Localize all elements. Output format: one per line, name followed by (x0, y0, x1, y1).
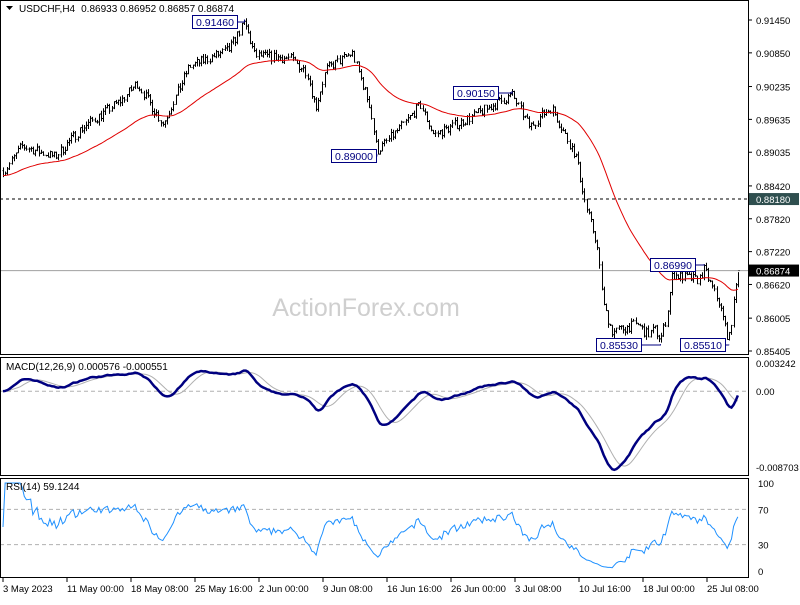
time-tick-label: 26 Jun 00:00 (451, 584, 506, 595)
price-tick-label: 0.91450 (756, 16, 790, 27)
macd-title: MACD(12,26,9) 0.000576 -0.000551 (6, 362, 168, 373)
ohlc-values: 0.86933 0.86952 0.86857 0.86874 (81, 4, 234, 15)
rsi-tick-label: 100 (758, 479, 774, 490)
callout-label: 0.86990 (654, 260, 692, 272)
time-tick-label: 3 May 2023 (3, 584, 53, 595)
rsi-tick-label: 70 (758, 505, 769, 516)
rsi-tick-label: 30 (758, 541, 769, 552)
price-tick-label: 0.87220 (756, 248, 790, 259)
price-tick-label: 0.85405 (756, 347, 790, 358)
callout-label: 0.85530 (600, 340, 638, 352)
price-tick-label: 0.86620 (756, 280, 790, 291)
rsi-tick-label: 0 (758, 567, 763, 578)
level-label: 0.88180 (756, 195, 790, 206)
macd-tick-label: 0.003242 (756, 359, 796, 370)
symbol-label: USDCHF,H4 (19, 4, 76, 15)
time-tick-label: 2 Jun 00:00 (259, 584, 309, 595)
macd-tick-label: -0.008703 (756, 463, 799, 474)
price-tick-label: 0.88420 (756, 182, 790, 193)
macd-tick-label: 0.00 (756, 387, 775, 398)
price-tick-label: 0.87820 (756, 215, 790, 226)
time-tick-label: 16 Jun 16:00 (387, 584, 442, 595)
chart-header: USDCHF,H4 0.86933 0.86952 0.86857 0.86874 (19, 4, 234, 15)
rsi-title: RSI(14) 59.1244 (6, 482, 80, 493)
callout-label: 0.89000 (335, 151, 373, 163)
time-tick-label: 10 Jul 16:00 (579, 584, 631, 595)
time-tick-label: 25 Jul 08:00 (707, 584, 759, 595)
callout-label: 0.90150 (457, 88, 495, 100)
callout-label: 0.85510 (684, 340, 722, 352)
time-tick-label: 18 May 08:00 (131, 584, 189, 595)
time-tick-label: 3 Jul 08:00 (515, 584, 561, 595)
price-tick-label: 0.89635 (756, 115, 790, 126)
time-tick-label: 18 Jul 00:00 (643, 584, 695, 595)
time-tick-label: 25 May 16:00 (195, 584, 253, 595)
price-tick-label: 0.90850 (756, 49, 790, 60)
time-tick-label: 9 Jun 08:00 (323, 584, 373, 595)
callout-label: 0.91460 (196, 17, 234, 29)
time-tick-label: 11 May 00:00 (67, 584, 124, 595)
current-price-label: 0.86874 (756, 267, 790, 278)
watermark: ActionForex.com (272, 294, 460, 322)
price-tick-label: 0.86005 (756, 314, 790, 325)
price-tick-label: 0.89035 (756, 148, 790, 159)
price-tick-label: 0.90235 (756, 83, 790, 94)
